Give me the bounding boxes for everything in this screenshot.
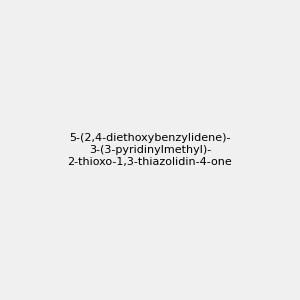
- Text: 5-(2,4-diethoxybenzylidene)-
3-(3-pyridinylmethyl)-
2-thioxo-1,3-thiazolidin-4-o: 5-(2,4-diethoxybenzylidene)- 3-(3-pyridi…: [68, 134, 232, 166]
